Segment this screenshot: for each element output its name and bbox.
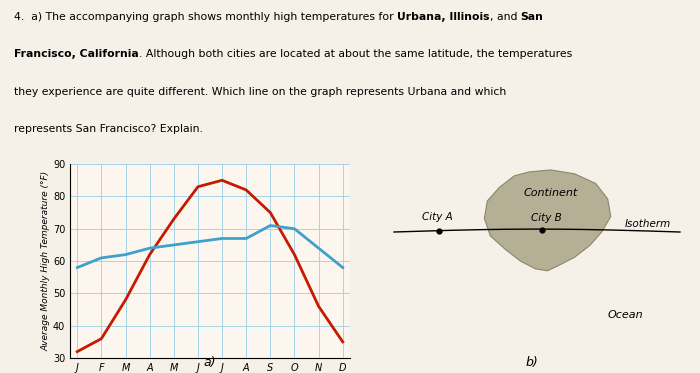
Y-axis label: Average Monthly High Temperature (°F): Average Monthly High Temperature (°F) (41, 171, 50, 351)
Text: a): a) (204, 356, 216, 369)
Text: Isotherm: Isotherm (624, 219, 671, 229)
Text: San: San (521, 12, 543, 22)
Text: Continent: Continent (524, 188, 578, 198)
Text: represents San Francisco? Explain.: represents San Francisco? Explain. (14, 124, 203, 134)
Polygon shape (484, 170, 610, 271)
Text: b): b) (526, 356, 538, 369)
Text: Ocean: Ocean (608, 310, 643, 320)
Text: Urbana, Illinois: Urbana, Illinois (397, 12, 489, 22)
Text: . Although both cities are located at about the same latitude, the temperatures: . Although both cities are located at ab… (139, 49, 572, 59)
Text: they experience are quite different. Which line on the graph represents Urbana a: they experience are quite different. Whi… (14, 87, 506, 97)
Text: City A: City A (422, 212, 453, 222)
Text: City B: City B (531, 213, 561, 223)
Text: Francisco, California: Francisco, California (14, 49, 139, 59)
Text: 4.  a) The accompanying graph shows monthly high temperatures for: 4. a) The accompanying graph shows month… (14, 12, 397, 22)
Text: , and: , and (489, 12, 521, 22)
